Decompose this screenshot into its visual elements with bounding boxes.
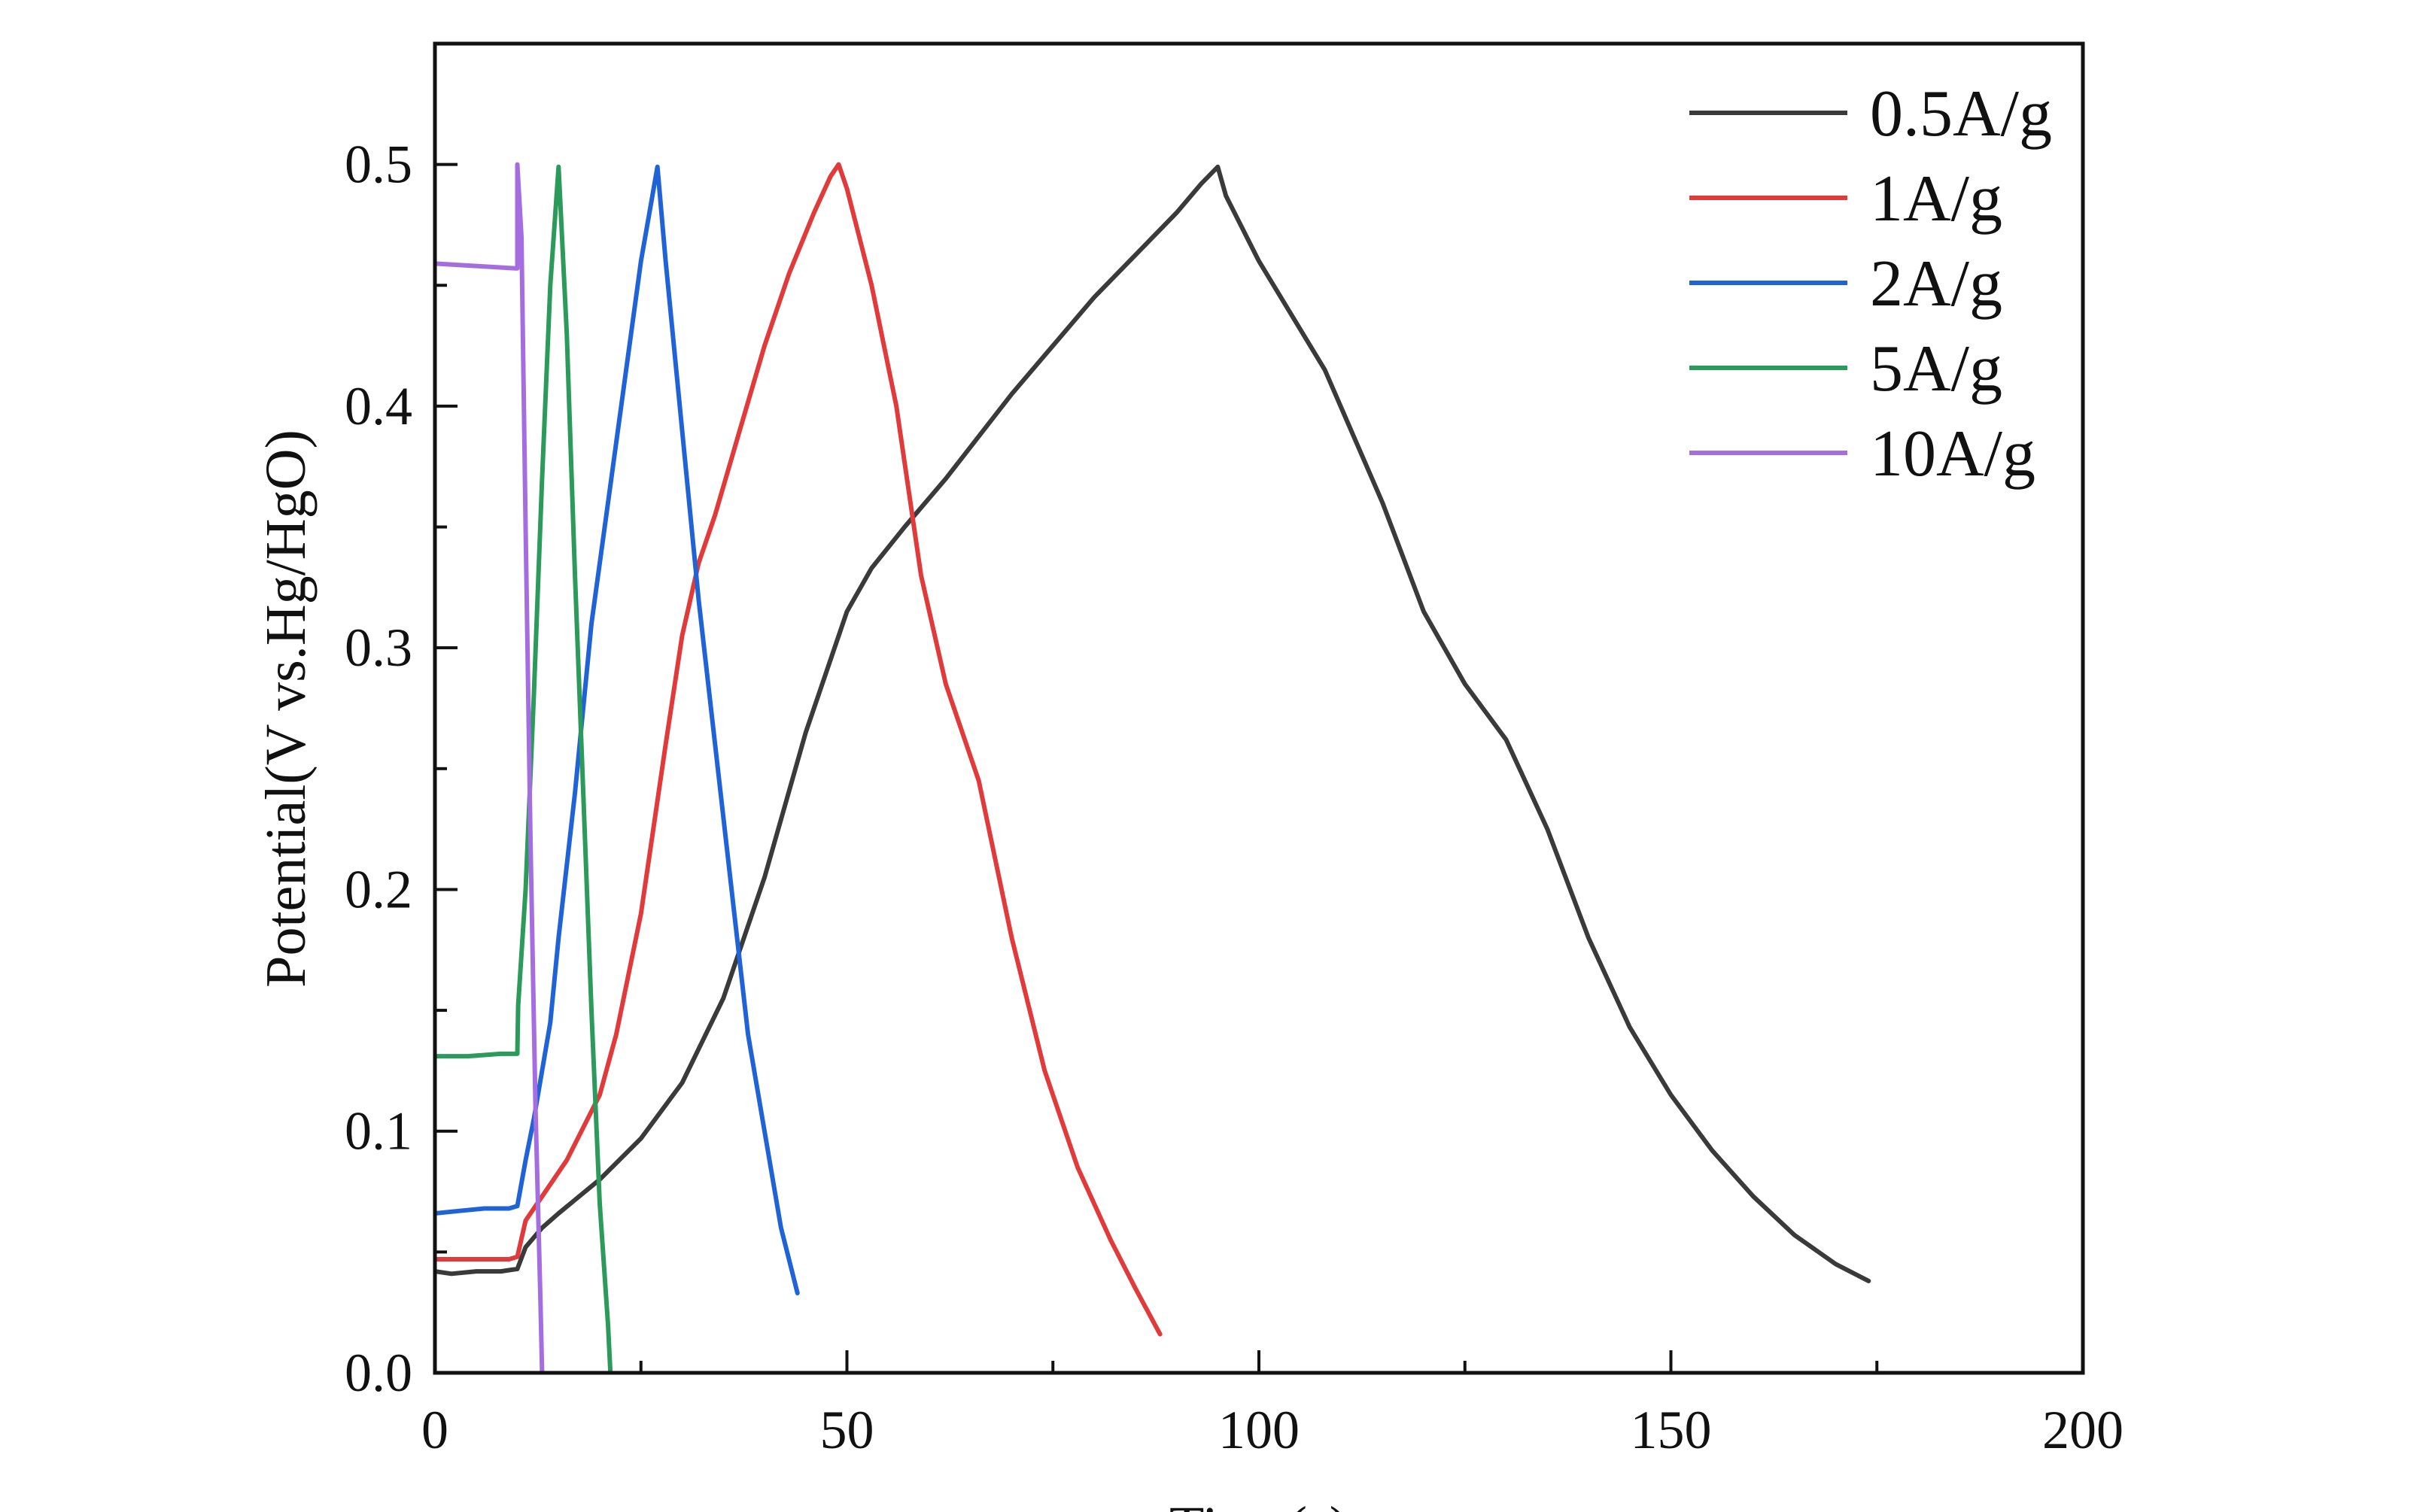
y-tick-label: 0.4 <box>345 376 412 436</box>
series-line-0-5a-g <box>435 164 1871 1283</box>
series-line-1a-g <box>435 162 1163 1337</box>
plot-lines <box>435 162 1871 1373</box>
legend: 0.5A/g 1A/g 2A/g 5A/g 10A/g <box>1689 77 2052 490</box>
x-tick-label: 0 <box>421 1400 448 1460</box>
y-tick-label: 0.5 <box>345 135 412 195</box>
y-tick-label: 0.1 <box>345 1101 412 1161</box>
x-tick-label: 50 <box>820 1400 874 1460</box>
x-tick-label: 200 <box>2042 1400 2124 1460</box>
legend-label: 5A/g <box>1870 332 2002 405</box>
x-tick-label: 100 <box>1218 1400 1300 1460</box>
series-line-2a-g <box>435 164 800 1295</box>
legend-label: 10A/g <box>1870 417 2035 490</box>
plot-frame <box>433 41 2085 1375</box>
x-axis-title: Time(s) <box>1169 1495 1348 1512</box>
series-line-5a-g <box>435 164 613 1373</box>
series-line-10a-g <box>435 162 545 1373</box>
legend-label: 2A/g <box>1870 247 2002 320</box>
y-tick-label: 0.3 <box>345 618 412 678</box>
legend-label: 1A/g <box>1870 162 2002 235</box>
axes: 0 50 100 150 200 0.0 0.1 0.2 0.3 0.4 0.5 Time(s) Pot… <box>254 41 2124 1512</box>
y-tick-label: 0.0 <box>345 1343 412 1403</box>
x-tick-label: 150 <box>1631 1400 1712 1460</box>
y-tick-label: 0.2 <box>345 859 412 919</box>
legend-label: 0.5A/g <box>1870 77 2052 150</box>
y-axis-title: Potential(V vs.Hg/HgO) <box>254 430 318 988</box>
